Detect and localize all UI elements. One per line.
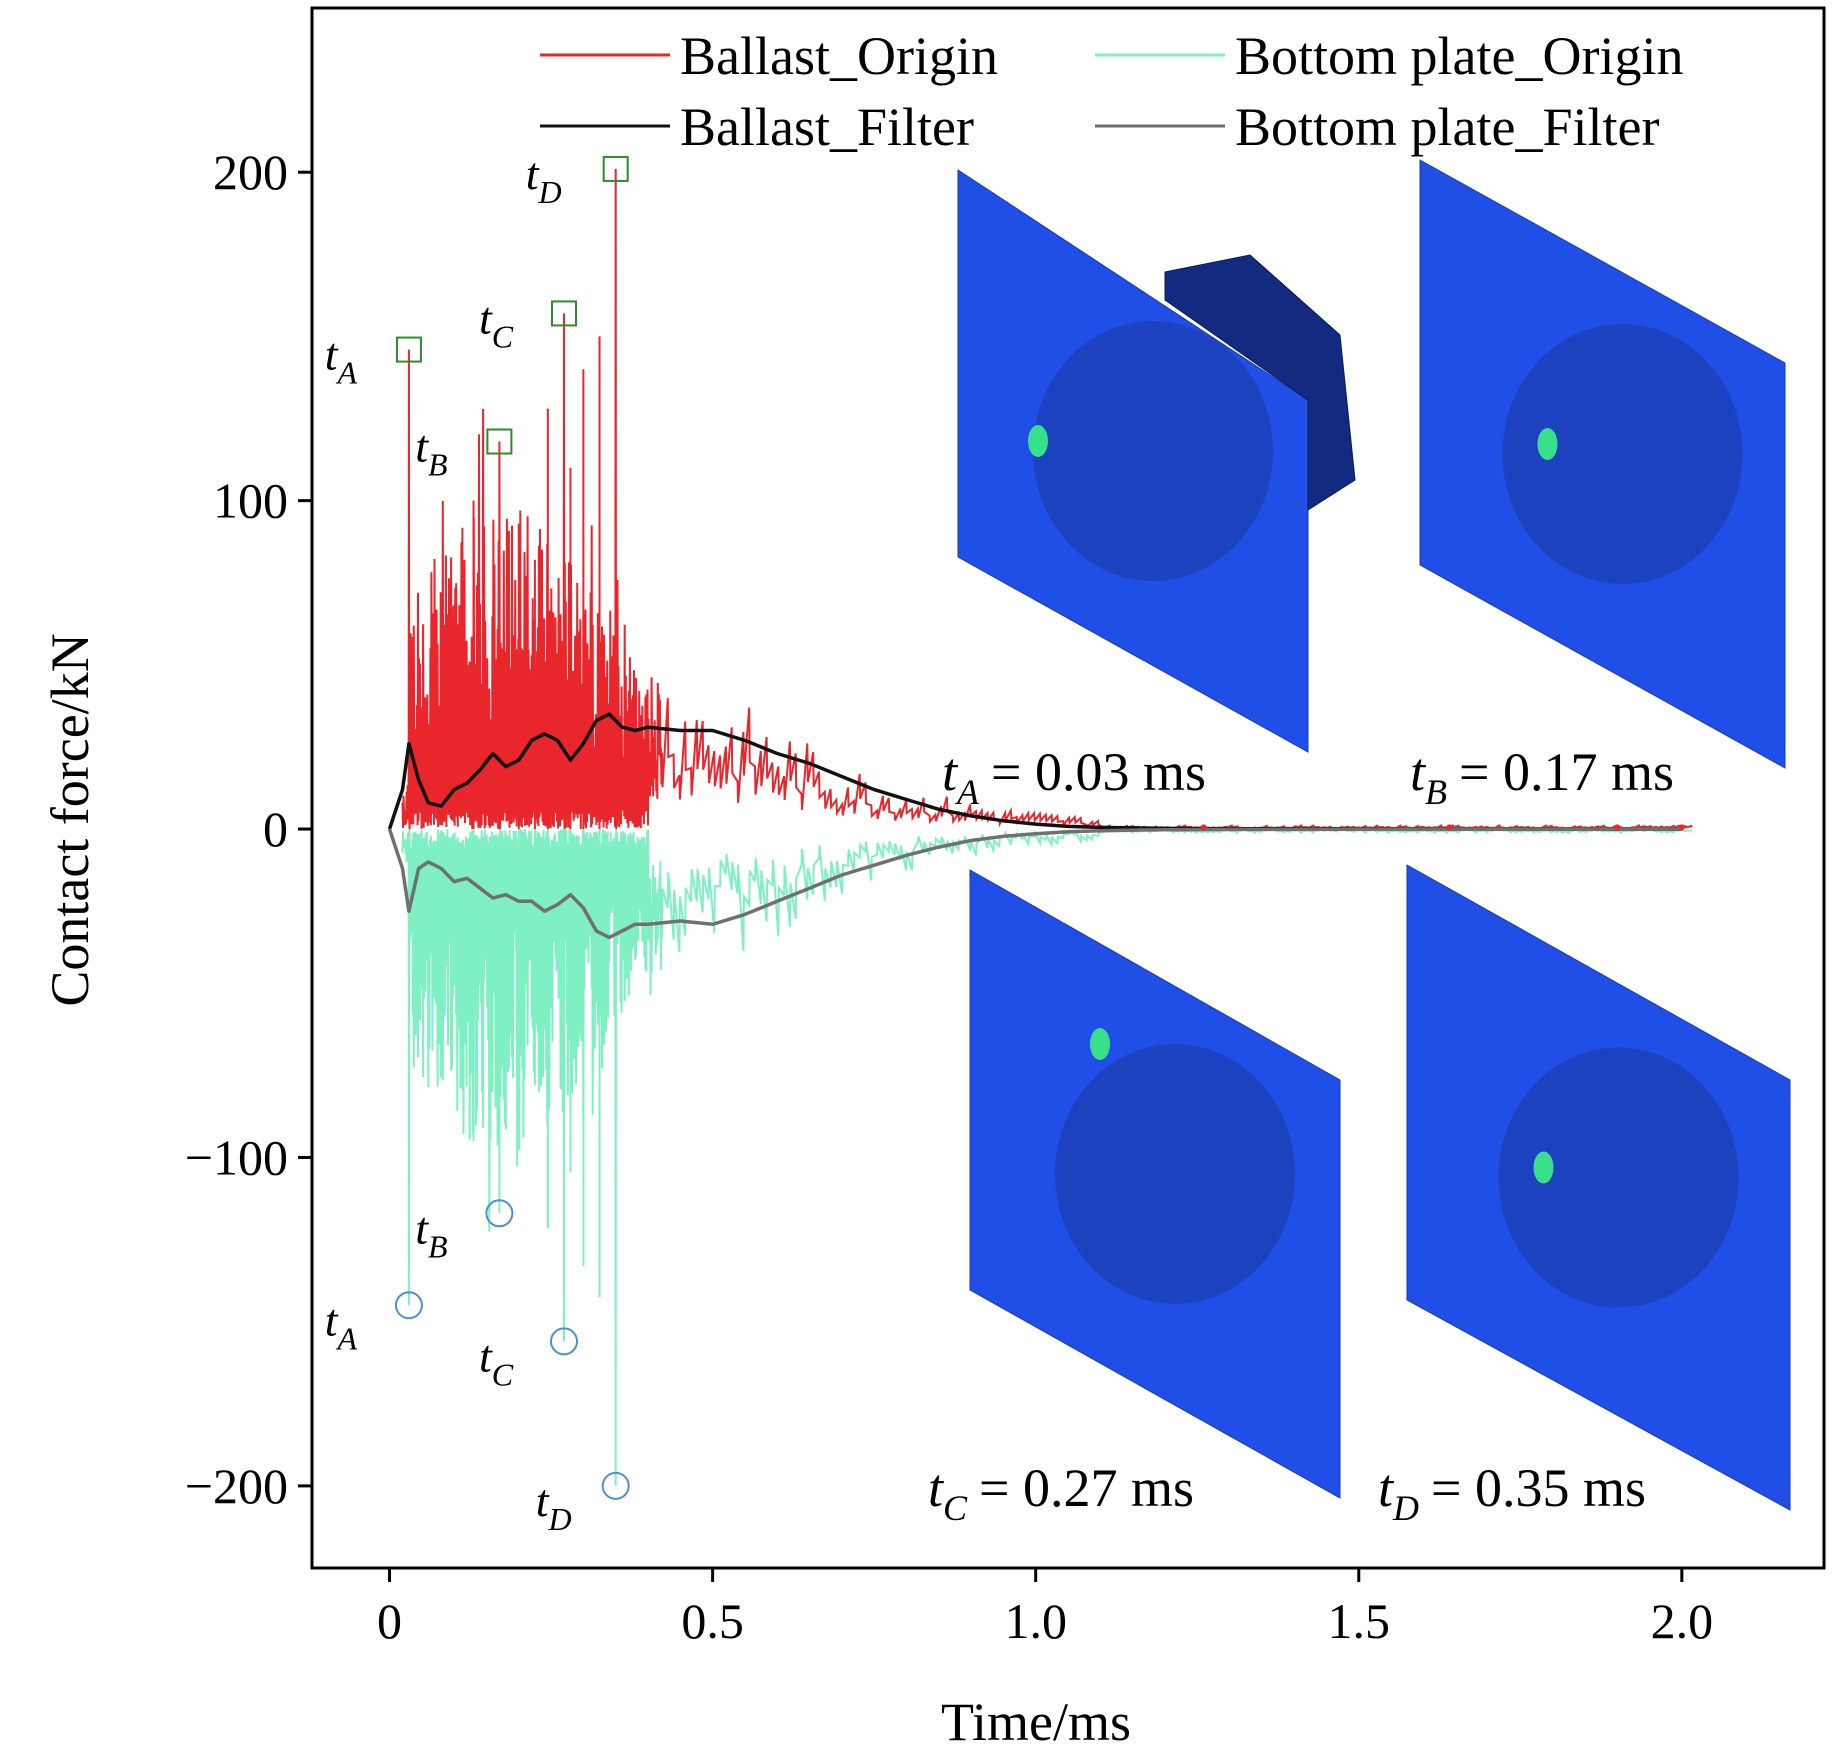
marker-subscript: D xyxy=(538,174,562,210)
inset-caption-d: tD = 0.35 ms xyxy=(1378,1458,1646,1528)
inset-caption-subscript: D xyxy=(1392,1488,1419,1528)
inset-c: tC = 0.27 ms xyxy=(928,869,1341,1528)
inset-caption-b: tB = 0.17 ms xyxy=(1410,742,1674,812)
marker-subscript: D xyxy=(548,1501,572,1537)
series-ballast-filter xyxy=(387,712,1682,831)
x-tick-label: 2.0 xyxy=(1651,1593,1714,1649)
ballast-tail-dot xyxy=(1200,824,1207,831)
axes-layer: 0 0.5 1.0 1.5 2.0 −200 −100 0 100 200 xyxy=(185,144,1713,1649)
legend-label-bottom-origin: Bottom plate_Origin xyxy=(1235,26,1683,86)
marker-subscript: A xyxy=(336,1320,358,1356)
inset-damage-region xyxy=(1033,321,1273,581)
ballast-tail-dot xyxy=(1678,824,1685,831)
inset-caption-letter: t xyxy=(928,1458,945,1518)
ballast-peak-marker-b xyxy=(486,428,513,455)
inset-stress-spot xyxy=(1028,425,1048,457)
inset-caption-subscript: B xyxy=(1425,772,1447,812)
inset-caption-a: tA = 0.03 ms xyxy=(942,742,1206,812)
marker-subscript: B xyxy=(428,1228,448,1264)
inset-stress-spot xyxy=(1533,1151,1554,1184)
marker-subscript: C xyxy=(492,1356,514,1392)
series-bottom-plate-filter xyxy=(387,827,1682,940)
data-layer xyxy=(387,168,1693,1486)
inset-caption-value: = 0.03 ms xyxy=(991,742,1206,802)
ballast-peak-label-d: tD xyxy=(526,148,562,210)
x-axis-title: Time/ms xyxy=(941,1692,1131,1748)
inset-a: tA = 0.03 ms xyxy=(942,169,1309,812)
legend: Ballast_Origin Bottom plate_Origin Balla… xyxy=(540,26,1683,157)
legend-label-bottom-filter: Bottom plate_Filter xyxy=(1235,97,1659,157)
inset-caption-letter: t xyxy=(1378,1458,1395,1518)
bottom-peak-marker-b xyxy=(485,1199,514,1228)
bottom-peak-marker-d xyxy=(601,1471,630,1500)
inset-caption-value: = 0.35 ms xyxy=(1431,1458,1646,1518)
bottom-peak-label-b: tB xyxy=(415,1202,447,1264)
bottom-peak-label-d: tD xyxy=(536,1475,572,1537)
inset-stress-spot xyxy=(1090,1028,1110,1060)
bottom-peak-label-c: tC xyxy=(479,1330,514,1392)
ballast-peak-marker-c xyxy=(551,300,577,327)
inset-damage-region xyxy=(1502,324,1743,584)
x-tick-label: 1.5 xyxy=(1328,1593,1391,1649)
ballast-peak-label-a: tA xyxy=(325,329,358,391)
y-tick-label: 100 xyxy=(213,473,288,529)
inset-caption-subscript: C xyxy=(943,1488,968,1528)
ballast-peak-marker-a xyxy=(395,336,422,363)
y-tick-label: 200 xyxy=(213,144,288,200)
inset-d: tD = 0.35 ms xyxy=(1378,864,1791,1528)
y-tick-label: −200 xyxy=(185,1458,288,1514)
marker-subscript: A xyxy=(336,355,358,391)
bottom-peak-marker-a xyxy=(394,1291,423,1320)
inset-caption-subscript: A xyxy=(955,772,980,812)
inset-caption-value: = 0.27 ms xyxy=(979,1458,1194,1518)
inset-damage-region xyxy=(1498,1047,1739,1308)
ballast-peak-marker-d xyxy=(602,155,629,182)
inset-caption-letter: t xyxy=(1410,742,1427,802)
x-tick-label: 0 xyxy=(377,1593,402,1649)
marker-subscript: B xyxy=(428,447,448,483)
inset-caption-c: tC = 0.27 ms xyxy=(928,1458,1194,1528)
ballast-peak-label-b: tB xyxy=(415,421,447,483)
inset-damage-region xyxy=(1055,1044,1295,1304)
inset-stress-spot xyxy=(1537,428,1558,460)
legend-label-ballast-origin: Ballast_Origin xyxy=(680,26,998,86)
legend-label-ballast-filter: Ballast_Filter xyxy=(680,97,974,157)
plot-frame xyxy=(310,6,1826,1570)
ballast-tail-dot xyxy=(1446,824,1453,831)
inset-b: tB = 0.17 ms xyxy=(1410,159,1786,812)
y-tick-label: 0 xyxy=(263,801,288,857)
ballast-tail-dot xyxy=(1614,824,1621,831)
inset-caption-value: = 0.17 ms xyxy=(1459,742,1674,802)
marker-subscript: C xyxy=(492,318,514,354)
y-axis-title: Contact force/kN xyxy=(40,633,100,1006)
ballast-peak-label-c: tC xyxy=(479,292,514,354)
inset-a-ballast-block xyxy=(1164,254,1356,511)
bottom-peak-label-a: tA xyxy=(325,1294,358,1356)
bottom-peak-marker-c xyxy=(550,1327,578,1356)
inset-caption-letter: t xyxy=(942,742,959,802)
x-tick-label: 0.5 xyxy=(681,1593,744,1649)
x-tick-label: 1.0 xyxy=(1004,1593,1067,1649)
y-tick-label: −100 xyxy=(185,1129,288,1185)
